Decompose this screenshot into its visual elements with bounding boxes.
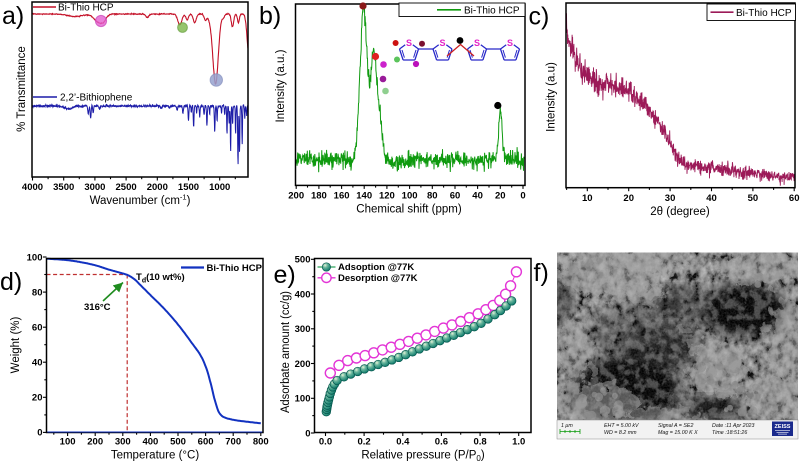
svg-text:200: 200 [295,359,311,370]
svg-text:Wavenumber (cm-1): Wavenumber (cm-1) [90,193,191,208]
svg-text:20: 20 [623,193,634,204]
svg-text:40: 40 [472,191,483,202]
svg-text:180: 180 [311,191,327,202]
svg-text:100: 100 [27,252,43,263]
svg-text:600: 600 [198,437,214,448]
svg-text:2500: 2500 [116,182,137,193]
svg-text:0.0: 0.0 [319,437,332,448]
svg-text:60: 60 [789,193,800,204]
svg-text:100: 100 [60,437,76,448]
svg-text:% Transmittance: % Transmittance [16,46,28,132]
svg-text:500: 500 [170,437,186,448]
svg-text:40: 40 [32,358,43,369]
svg-text:20: 20 [495,191,506,202]
svg-text:EHT = 5.00 kV: EHT = 5.00 kV [604,423,639,429]
svg-text:Bi-Thio HCP: Bi-Thio HCP [207,263,263,274]
svg-text:2,2’-Bithiophene: 2,2’-Bithiophene [60,93,133,104]
svg-text:Td(10 wt%): Td(10 wt%) [136,272,185,285]
svg-text:0: 0 [37,428,42,439]
svg-text:3500: 3500 [53,182,74,193]
svg-text:Desorption @77K: Desorption @77K [338,273,418,284]
svg-text:Temperature (°C): Temperature (°C) [111,450,199,462]
svg-text:1 μm: 1 μm [561,423,573,429]
svg-text:S: S [406,38,412,48]
svg-text:a): a) [2,2,24,30]
svg-text:140: 140 [356,191,372,202]
svg-text:160: 160 [334,191,350,202]
svg-text:300: 300 [115,437,131,448]
svg-text:Adsoption @77K: Adsoption @77K [338,262,414,273]
svg-text:0.4: 0.4 [396,437,410,448]
svg-text:0.8: 0.8 [473,437,486,448]
svg-text:Mag = 15.00 K X: Mag = 15.00 K X [658,430,698,436]
svg-text:60: 60 [32,323,43,334]
svg-text:50: 50 [748,193,759,204]
svg-text:Intensity (a.u.): Intensity (a.u.) [275,49,287,122]
svg-text:Bi-Thio HCP: Bi-Thio HCP [58,3,114,14]
svg-text:Intensity (a.u): Intensity (a.u) [546,62,558,132]
svg-text:f): f) [534,259,549,287]
svg-text:0: 0 [305,428,310,439]
svg-text:2000: 2000 [147,182,168,193]
svg-text:300: 300 [295,324,311,335]
svg-text:Weight (%): Weight (%) [10,317,22,374]
svg-text:100: 100 [402,191,418,202]
svg-text:Bi-Thio HCP: Bi-Thio HCP [736,8,792,19]
svg-text:2θ (degree): 2θ (degree) [650,206,710,218]
svg-text:40: 40 [706,193,717,204]
svg-text:120: 120 [379,191,395,202]
svg-text:800: 800 [253,437,269,448]
svg-text:30: 30 [665,193,676,204]
svg-text:1000: 1000 [209,182,230,193]
svg-text:80: 80 [427,191,438,202]
svg-text:c): c) [529,3,550,31]
svg-text:80: 80 [32,287,43,298]
svg-text:e): e) [274,261,296,289]
svg-text:100: 100 [295,394,311,405]
svg-text:500: 500 [295,255,311,266]
svg-text:20: 20 [32,393,43,404]
svg-text:Signal A = SE2: Signal A = SE2 [658,423,693,429]
svg-text:200: 200 [288,191,304,202]
svg-text:200: 200 [87,437,103,448]
svg-text:b): b) [259,2,281,30]
svg-text:S: S [439,38,445,48]
svg-text:0.2: 0.2 [357,437,370,448]
svg-text:700: 700 [225,437,241,448]
svg-text:0: 0 [520,191,525,202]
svg-text:3000: 3000 [84,182,105,193]
svg-text:60: 60 [450,191,461,202]
svg-text:1500: 1500 [178,182,199,193]
svg-text:316°C: 316°C [84,302,111,313]
svg-text:4000: 4000 [22,182,43,193]
svg-text:Chemical shift (ppm): Chemical shift (ppm) [356,204,462,216]
svg-text:S: S [507,38,513,48]
svg-text:ZEISS: ZEISS [775,424,791,430]
svg-text:0.6: 0.6 [435,437,448,448]
svg-text:Date :11 Apr 2023: Date :11 Apr 2023 [712,423,754,429]
svg-text:400: 400 [295,289,311,300]
svg-text:Adsorbate amount (cc/g): Adsorbate amount (cc/g) [280,291,292,413]
svg-text:Relative pressure (P/P0): Relative pressure (P/P0) [361,450,485,464]
svg-text:S: S [474,38,480,48]
svg-text:d): d) [0,268,22,296]
svg-text:Bi-Thio HCP: Bi-Thio HCP [464,5,520,16]
svg-text:10: 10 [582,193,593,204]
svg-text:WD = 8.2 mm: WD = 8.2 mm [604,430,637,436]
svg-text:1.0: 1.0 [512,437,525,448]
svg-text:400: 400 [142,437,158,448]
svg-text:Time :18:51:26: Time :18:51:26 [712,430,747,436]
